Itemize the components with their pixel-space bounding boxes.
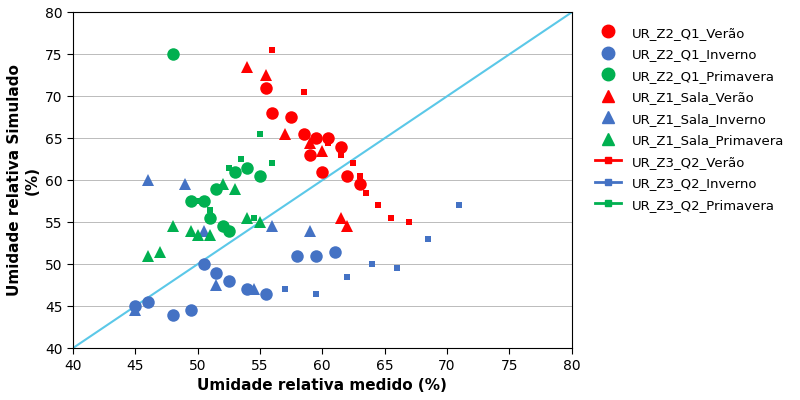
Y-axis label: Umidade relativa Simulado
(%): Umidade relativa Simulado (%) xyxy=(7,64,39,296)
X-axis label: Umidade relativa medido (%): Umidade relativa medido (%) xyxy=(198,378,447,393)
Legend: UR_Z2_Q1_Verão, UR_Z2_Q1_Inverno, UR_Z2_Q1_Primavera, UR_Z1_Sala_Verão, UR_Z1_Sa: UR_Z2_Q1_Verão, UR_Z2_Q1_Inverno, UR_Z2_… xyxy=(588,19,790,218)
